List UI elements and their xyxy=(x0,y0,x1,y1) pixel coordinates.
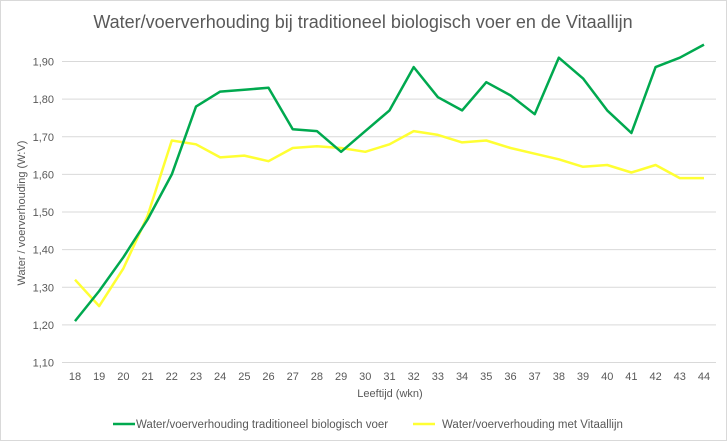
x-tick-label: 32 xyxy=(408,371,420,383)
x-tick-label: 30 xyxy=(359,371,371,383)
x-tick-label: 26 xyxy=(262,371,274,383)
y-tick-label: 1,20 xyxy=(33,320,54,332)
y-tick-label: 1,60 xyxy=(33,169,54,181)
x-tick-label: 44 xyxy=(698,371,710,383)
x-tick-label: 27 xyxy=(287,371,299,383)
x-tick-label: 25 xyxy=(238,371,250,383)
x-tick-label: 35 xyxy=(480,371,492,383)
x-tick-label: 36 xyxy=(504,371,516,383)
x-tick-label: 29 xyxy=(335,371,347,383)
x-tick-label: 40 xyxy=(601,371,613,383)
x-tick-label: 20 xyxy=(117,371,129,383)
x-tick-label: 43 xyxy=(674,371,686,383)
y-axis-label: Water / voerverhouding (W:V) xyxy=(16,141,28,286)
chart-title: Water/voerverhouding bij traditioneel bi… xyxy=(93,12,632,32)
x-axis-ticks: 18 19 20 21 22 23 24 25 26 27 28 29 30 31 32 33 34 35 36 37… xyxy=(69,371,710,383)
series-group xyxy=(74,43,705,322)
x-tick-label: 23 xyxy=(190,371,202,383)
x-axis-label: Leeftijd (wkn) xyxy=(357,388,422,400)
series-line-vitaallijn xyxy=(74,129,704,308)
y-tick-label: 1,70 xyxy=(33,132,54,144)
x-tick-label: 24 xyxy=(214,371,226,383)
y-tick-label: 1,40 xyxy=(33,245,54,257)
y-tick-label: 1,90 xyxy=(33,57,54,69)
x-tick-label: 21 xyxy=(141,371,153,383)
x-tick-label: 34 xyxy=(456,371,468,383)
x-tick-label: 28 xyxy=(311,371,323,383)
x-tick-label: 19 xyxy=(93,371,105,383)
x-tick-label: 18 xyxy=(69,371,81,383)
legend: Water/voerverhouding traditioneel biolog… xyxy=(113,419,623,431)
y-tick-label: 1,10 xyxy=(33,358,54,370)
x-tick-label: 41 xyxy=(625,371,637,383)
y-tick-label: 1,50 xyxy=(33,207,54,219)
x-tick-label: 33 xyxy=(432,371,444,383)
y-tick-label: 1,30 xyxy=(33,282,54,294)
legend-label-vitaallijn: Water/voerverhouding met Vitaallijn xyxy=(442,419,623,431)
x-tick-label: 22 xyxy=(166,371,178,383)
series-line-traditioneel xyxy=(74,43,705,322)
x-tick-label: 39 xyxy=(577,371,589,383)
legend-label-traditioneel: Water/voerverhouding traditioneel biolog… xyxy=(136,419,388,431)
x-tick-label: 42 xyxy=(649,371,661,383)
x-tick-label: 38 xyxy=(553,371,565,383)
x-tick-label: 31 xyxy=(383,371,395,383)
y-tick-label: 1,80 xyxy=(33,94,54,106)
gridlines xyxy=(62,61,716,363)
y-axis-ticks: 1,10 1,20 1,30 1,40 1,50 1,60 1,70 1,80 1,90 xyxy=(33,57,54,370)
x-tick-label: 37 xyxy=(529,371,541,383)
